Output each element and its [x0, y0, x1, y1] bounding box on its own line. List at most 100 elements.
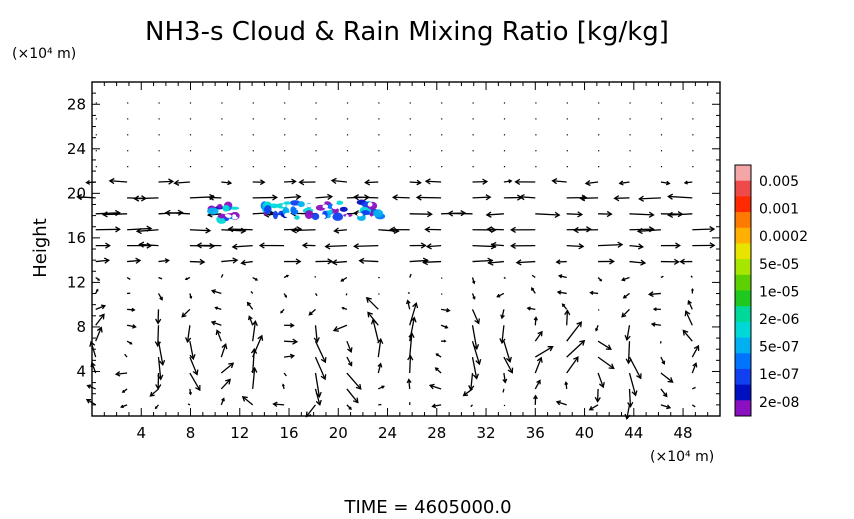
wind-vector — [691, 287, 694, 294]
wind-vector — [621, 308, 630, 318]
x-tick-label: 12 — [230, 424, 249, 442]
wind-vector — [503, 150, 506, 152]
x-tick-label: 44 — [624, 424, 643, 442]
wind-vector — [120, 404, 128, 409]
wind-vector — [515, 259, 536, 266]
wind-vector — [551, 177, 567, 185]
wind-vector — [533, 394, 538, 405]
wind-vector — [164, 209, 190, 216]
wind-vector — [510, 242, 536, 249]
wind-vector — [353, 243, 379, 250]
wind-vector — [95, 288, 99, 294]
wind-vector — [415, 194, 442, 201]
x-unit-label: (×10⁴ m) — [650, 449, 714, 465]
colorbar-label: 0.005 — [759, 174, 799, 190]
x-tick-label: 4 — [136, 424, 146, 442]
wind-vector — [660, 166, 663, 168]
wind-vector — [471, 356, 479, 380]
wind-vector — [424, 226, 442, 233]
wind-vector — [196, 242, 222, 249]
wind-vector — [189, 258, 206, 266]
wind-vector — [533, 316, 538, 326]
wind-vector — [535, 166, 537, 168]
wind-vector — [629, 118, 631, 120]
wind-vector — [215, 329, 222, 342]
wind-vector — [625, 341, 632, 365]
wind-vector — [346, 166, 349, 168]
wind-vector — [566, 102, 568, 104]
wind-vector — [692, 102, 694, 104]
wind-vector — [315, 193, 334, 201]
wind-vector — [220, 397, 225, 406]
wind-vector — [189, 341, 196, 361]
wind-vector — [241, 396, 254, 406]
wind-vector — [690, 275, 693, 278]
footer-time: TIME = 4605000.0 — [343, 497, 511, 518]
wind-vector — [692, 118, 694, 120]
wind-vector — [189, 134, 192, 136]
x-tick-label: 20 — [329, 424, 348, 442]
wind-vector — [556, 290, 567, 295]
wind-vector — [158, 102, 160, 104]
x-tick-label: 24 — [378, 424, 397, 442]
wind-vector — [314, 356, 327, 381]
wind-vector — [283, 274, 290, 279]
wind-vector — [557, 274, 567, 279]
wind-vector — [409, 302, 419, 326]
y-tick-label: 16 — [67, 229, 86, 247]
wind-vector — [660, 118, 663, 120]
wind-vector — [441, 277, 443, 279]
wind-vector — [572, 226, 599, 234]
colorbar-label: 2e-06 — [759, 312, 799, 328]
wind-vector — [503, 276, 506, 279]
wind-vector — [315, 166, 317, 168]
wind-vector — [315, 102, 317, 104]
wind-vector — [535, 102, 537, 104]
wind-vector — [486, 226, 504, 233]
wind-vector — [158, 178, 175, 185]
wind-vector — [636, 227, 661, 235]
wind-vector — [246, 301, 254, 310]
wind-vector — [378, 293, 380, 295]
wind-vector — [487, 259, 504, 266]
wind-vector — [598, 150, 600, 152]
wind-vector — [181, 308, 191, 318]
wind-vector — [95, 226, 121, 233]
wind-vector — [510, 226, 536, 233]
wind-vector — [284, 338, 299, 345]
wind-vector — [127, 118, 129, 120]
wind-vector — [629, 259, 647, 266]
colorbar: 0.005 0.001 0.0002 5e-05 1e-05 2e-06 5e-07 1e-0… — [734, 164, 808, 417]
wind-vector — [221, 150, 223, 152]
wind-vector — [332, 324, 348, 332]
wind-vector — [566, 339, 586, 358]
wind-vector — [535, 134, 537, 136]
wind-vector — [502, 372, 508, 384]
colorbar-swatch — [735, 243, 751, 260]
wind-vector — [346, 388, 359, 404]
wind-vector — [315, 258, 334, 265]
wind-vector — [597, 277, 603, 282]
wind-vector — [598, 241, 624, 248]
y-tick-label: 28 — [67, 95, 86, 113]
wind-vector — [691, 362, 698, 374]
wind-vector — [588, 404, 599, 411]
wind-vector — [333, 227, 347, 234]
wind-vector — [566, 118, 568, 120]
wind-vector — [566, 211, 584, 218]
wind-vector — [365, 296, 379, 310]
wind-vector — [534, 356, 543, 374]
colorbar-label: 5e-07 — [759, 340, 799, 356]
y-tick-label: 4 — [76, 362, 86, 380]
wind-vector — [503, 118, 506, 120]
wind-vector — [598, 118, 600, 120]
wind-vector — [108, 177, 128, 185]
wind-vector — [346, 356, 353, 367]
wind-vector — [121, 388, 128, 393]
wind-vector — [490, 241, 504, 248]
colorbar-swatch — [735, 165, 751, 182]
colorbar-swatch — [735, 353, 751, 370]
wind-vector — [624, 325, 631, 342]
wind-vector — [555, 259, 567, 265]
colorbar-swatch — [735, 274, 751, 291]
